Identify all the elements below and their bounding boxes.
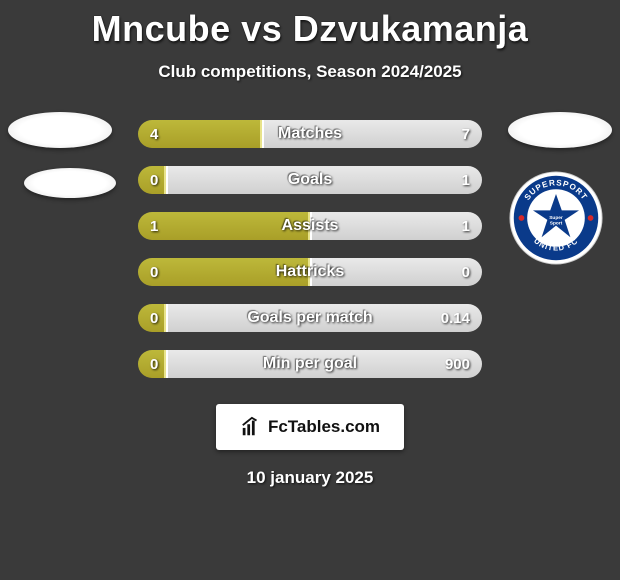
stat-row: 01Goals bbox=[138, 166, 482, 194]
svg-text:Sport: Sport bbox=[550, 221, 563, 227]
stat-row: 0900Min per goal bbox=[138, 350, 482, 378]
stat-bar-right bbox=[166, 350, 482, 378]
stat-row: 00.14Goals per match bbox=[138, 304, 482, 332]
stat-value-left: 0 bbox=[150, 304, 158, 332]
svg-text:Super: Super bbox=[549, 215, 563, 221]
subtitle: Club competitions, Season 2024/2025 bbox=[0, 62, 620, 82]
club-logo-supersport: SUPERSPORT UNITED FC Super Sport bbox=[508, 170, 604, 266]
stat-value-left: 4 bbox=[150, 120, 158, 148]
stat-bar-right bbox=[166, 304, 482, 332]
stat-value-left: 0 bbox=[150, 166, 158, 194]
stat-bar-right bbox=[310, 212, 482, 240]
comparison-panel: SUPERSPORT UNITED FC Super Sport 47Match… bbox=[0, 120, 620, 378]
stat-value-left: 0 bbox=[150, 258, 158, 286]
stat-value-right: 7 bbox=[462, 120, 470, 148]
stat-value-left: 1 bbox=[150, 212, 158, 240]
stat-bar-right bbox=[166, 166, 482, 194]
date-label: 10 january 2025 bbox=[0, 468, 620, 488]
page-title: Mncube vs Dzvukamanja bbox=[0, 0, 620, 50]
stat-row: 11Assists bbox=[138, 212, 482, 240]
fctables-label: FcTables.com bbox=[268, 417, 380, 437]
stat-bar-left bbox=[138, 258, 310, 286]
stat-bars: 47Matches01Goals11Assists00Hattricks00.1… bbox=[138, 120, 482, 378]
stat-row: 47Matches bbox=[138, 120, 482, 148]
player-right-badge-1 bbox=[508, 112, 612, 148]
stat-row: 00Hattricks bbox=[138, 258, 482, 286]
stat-value-right: 1 bbox=[462, 166, 470, 194]
fctables-badge: FcTables.com bbox=[216, 404, 404, 450]
player-left-badge-2 bbox=[24, 168, 116, 198]
stat-bar-right bbox=[310, 258, 482, 286]
stat-value-right: 0 bbox=[462, 258, 470, 286]
stat-value-left: 0 bbox=[150, 350, 158, 378]
stat-bar-left bbox=[138, 212, 310, 240]
chart-icon bbox=[240, 416, 262, 438]
stat-bar-right bbox=[262, 120, 482, 148]
player-left-badge-1 bbox=[8, 112, 112, 148]
stat-value-right: 1 bbox=[462, 212, 470, 240]
stat-value-right: 0.14 bbox=[441, 304, 470, 332]
stat-value-right: 900 bbox=[445, 350, 470, 378]
